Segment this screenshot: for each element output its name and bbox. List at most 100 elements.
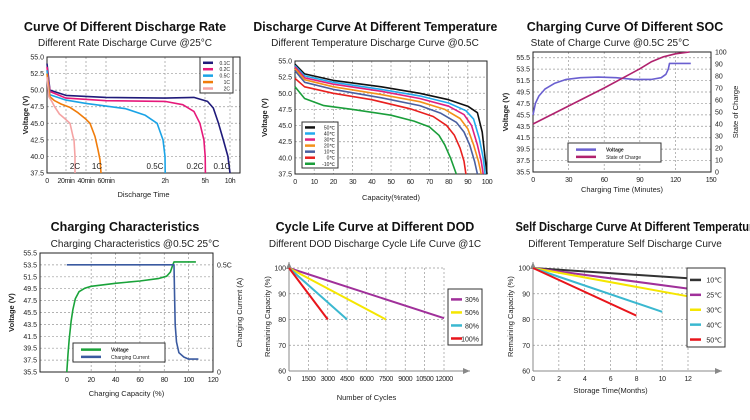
x-tick-label: 0	[531, 177, 535, 184]
chart-3-title: Charging Curve Of Different SOC	[526, 20, 724, 34]
y-tick-label: 52.5	[278, 75, 292, 82]
series-line-1	[46, 63, 231, 174]
y-tick-label: 55.5	[516, 55, 530, 62]
curve-label: 0.1C	[214, 162, 231, 171]
y-tick-label: 53.5	[516, 67, 530, 74]
y-tick-label: 50.0	[30, 88, 44, 95]
y-tick-label: 90	[522, 291, 530, 298]
y2-axis-label: Charging Current (A)	[235, 277, 244, 347]
x-tick-label: 80	[161, 377, 168, 384]
chart-6-title: Self Discharge Curve At Different Temper…	[515, 220, 750, 234]
series-line-1	[532, 62, 691, 116]
legend: 10℃ 25℃ 30℃ 40℃ 50℃	[686, 267, 726, 348]
legend-label: 2C	[224, 87, 231, 93]
y-tick-label: 80	[278, 317, 286, 324]
chart-2-subtitle-box: Different Temperature Discharge Curve @0…	[250, 37, 500, 50]
y2-tick-label: 0	[715, 170, 719, 177]
y2-tick-label: 60	[715, 98, 723, 105]
x-tick-label: 30	[349, 179, 356, 186]
y-tick-label: 100	[518, 266, 530, 273]
x-tick-label: 4500	[340, 376, 354, 383]
y-tick-label: 60	[522, 369, 530, 376]
x-tick-label: 100	[482, 179, 493, 186]
y-tick-label: 55.0	[30, 55, 44, 62]
legend-label: 80%	[465, 323, 479, 330]
y-tick-label: 39.5	[516, 147, 530, 154]
series-line-4	[294, 68, 482, 175]
series-line-5	[294, 70, 479, 175]
x-axis-arrow-icon	[463, 368, 470, 374]
x-tick-label: 150	[706, 177, 717, 184]
series-line-2	[66, 263, 199, 360]
legend-label: 40℃	[324, 132, 336, 138]
series-line-2	[532, 51, 690, 125]
chart-1-subtitle-box: Different Rate Discharge Curve @25°C	[0, 37, 250, 50]
series-line-1	[532, 267, 689, 280]
x-tick-label: 0	[65, 377, 69, 384]
x-tick-label: 4	[583, 376, 587, 383]
y-tick-label: 39.5	[23, 346, 37, 353]
x-tick-label: 70	[426, 179, 433, 186]
chart-2-title-box: Discharge Curve At Different Temperature	[250, 19, 500, 35]
y-tick-label: 43.5	[516, 124, 530, 131]
y-tick-label: 40.0	[278, 155, 292, 162]
legend-label: 0℃	[327, 156, 336, 162]
y-tick-label: 35.5	[516, 170, 530, 177]
legend-label: 50%	[465, 310, 479, 317]
legend-label: Charging Current	[111, 355, 150, 361]
y-tick-label: 49.5	[516, 90, 530, 97]
chart-6-title-box: Self Discharge Curve At Different Temper…	[500, 219, 750, 235]
y2-tick-label: 100	[715, 50, 727, 57]
legend-label: 20℃	[324, 144, 336, 150]
legend-label: -10℃	[322, 162, 335, 168]
x-tick-label: 10	[659, 376, 666, 383]
legend-label: 1C	[224, 80, 231, 86]
series-line-4	[46, 73, 102, 174]
x-tick-label: 60	[407, 179, 414, 186]
x-tick-label: 40min	[77, 178, 95, 185]
x-tick-label: 40	[112, 377, 119, 384]
x-tick-label: 80	[445, 179, 452, 186]
series-line-3	[532, 267, 689, 298]
legend-label: State of Charge	[606, 155, 641, 161]
y-tick-label: 45.0	[278, 123, 292, 130]
chart-3-title-box: Charging Curve Of Different SOC	[500, 19, 750, 35]
y2-tick-label: 0	[217, 370, 221, 377]
y-tick-label: 49.5	[23, 286, 37, 293]
chart-3-subtitle-box: State of Charge Curve @0.5C 25°C	[485, 37, 735, 50]
y-tick-label: 60	[278, 369, 286, 376]
y-tick-label: 35.5	[23, 370, 37, 377]
y-axis-label: Remaining Capacity (%)	[263, 276, 272, 357]
y-tick-label: 37.5	[30, 171, 44, 178]
x-tick-label: 5h	[202, 178, 209, 185]
legend: 30% 50% 80% 100%	[447, 288, 483, 346]
x-tick-label: 90	[636, 177, 643, 184]
x-axis-label: Storage Time(Months)	[573, 386, 648, 395]
chart-6: 0 2 4 6 8 10 12 60 70 80 90 100 10℃ 25℃ 30℃ 40℃ 50℃ Stora…	[506, 262, 726, 395]
x-tick-label: 20	[330, 179, 337, 186]
x-axis-label: Discharge Time	[117, 190, 169, 199]
curve-label: 1C	[92, 162, 102, 171]
x-tick-label: 12	[685, 376, 692, 383]
legend-label: 10℃	[706, 278, 722, 285]
y-tick-label: 37.5	[516, 158, 530, 165]
chart-3-subtitle: State of Charge Curve @0.5C 25°C	[530, 38, 690, 49]
x-tick-label: 2	[557, 376, 561, 383]
series-line-5	[46, 76, 76, 173]
x-axis-label: Charging Time (Minutes)	[581, 185, 664, 194]
y2-tick-label: 80	[715, 74, 723, 81]
chart-1-title: Curve Of Different Discharge Rate	[23, 20, 227, 34]
series-line-1	[66, 261, 196, 373]
series-line-1	[294, 63, 488, 175]
y-axis-label: Voltage (V)	[260, 98, 269, 137]
x-tick-label: 6000	[360, 376, 374, 383]
y2-tick-label: 50	[715, 110, 723, 117]
legend-label: 10℃	[324, 150, 336, 156]
legend-label: 30℃	[324, 138, 336, 144]
y2-tick-label: 70	[715, 86, 723, 93]
y-tick-label: 42.5	[30, 137, 44, 144]
y-tick-label: 55.5	[23, 251, 37, 258]
